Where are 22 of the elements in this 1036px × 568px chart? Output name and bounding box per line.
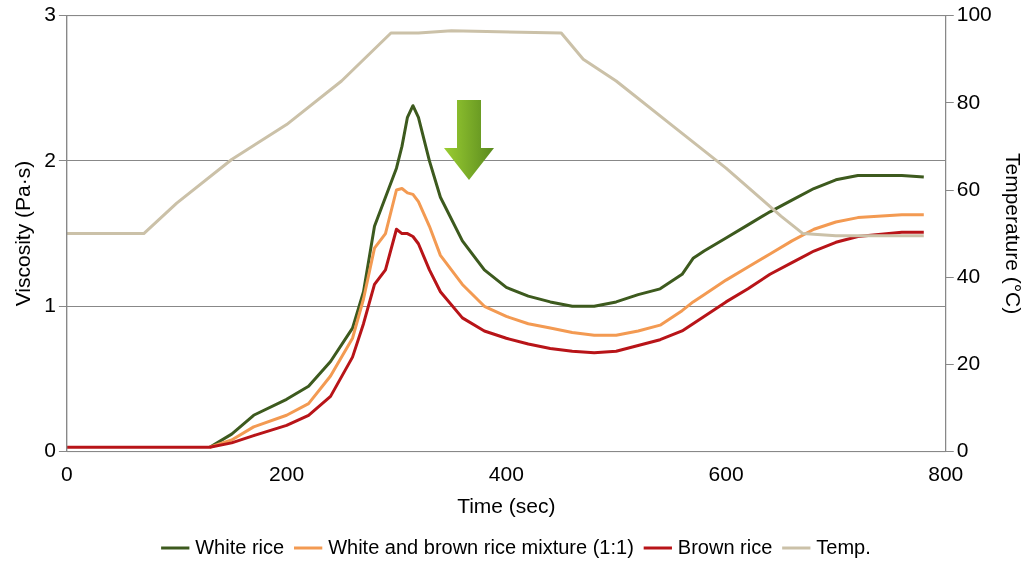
y-tick-label: 0 <box>44 438 56 462</box>
x-axis-title: Time (sec) <box>457 494 556 518</box>
y2-tick-label: 60 <box>956 176 981 200</box>
legend-label: Brown rice <box>677 535 773 558</box>
y2-tick-label: 100 <box>956 2 992 26</box>
y-axis-title: Viscosity (Pa·s) <box>11 160 35 307</box>
x-tick-label: 200 <box>269 462 305 485</box>
y-tick-label: 2 <box>44 147 56 171</box>
x-tick-label: 0 <box>61 462 73 485</box>
legend-label: White rice <box>195 535 285 558</box>
y2-tick-label: 80 <box>956 89 981 113</box>
y-tick-label: 3 <box>44 2 56 26</box>
x-tick-label: 600 <box>708 462 744 485</box>
y2-tick-label: 40 <box>956 264 981 287</box>
y2-axis-title: Temperature (°C) <box>1001 152 1025 315</box>
legend-label: Temp. <box>816 535 871 558</box>
x-tick-label: 800 <box>928 462 964 485</box>
y2-tick-label: 20 <box>956 351 981 375</box>
y2-tick-label: 0 <box>956 438 969 462</box>
x-tick-label: 400 <box>488 462 524 485</box>
y-tick-label: 1 <box>44 293 56 317</box>
legend-label: White and brown rice mixture (1:1) <box>328 535 634 558</box>
